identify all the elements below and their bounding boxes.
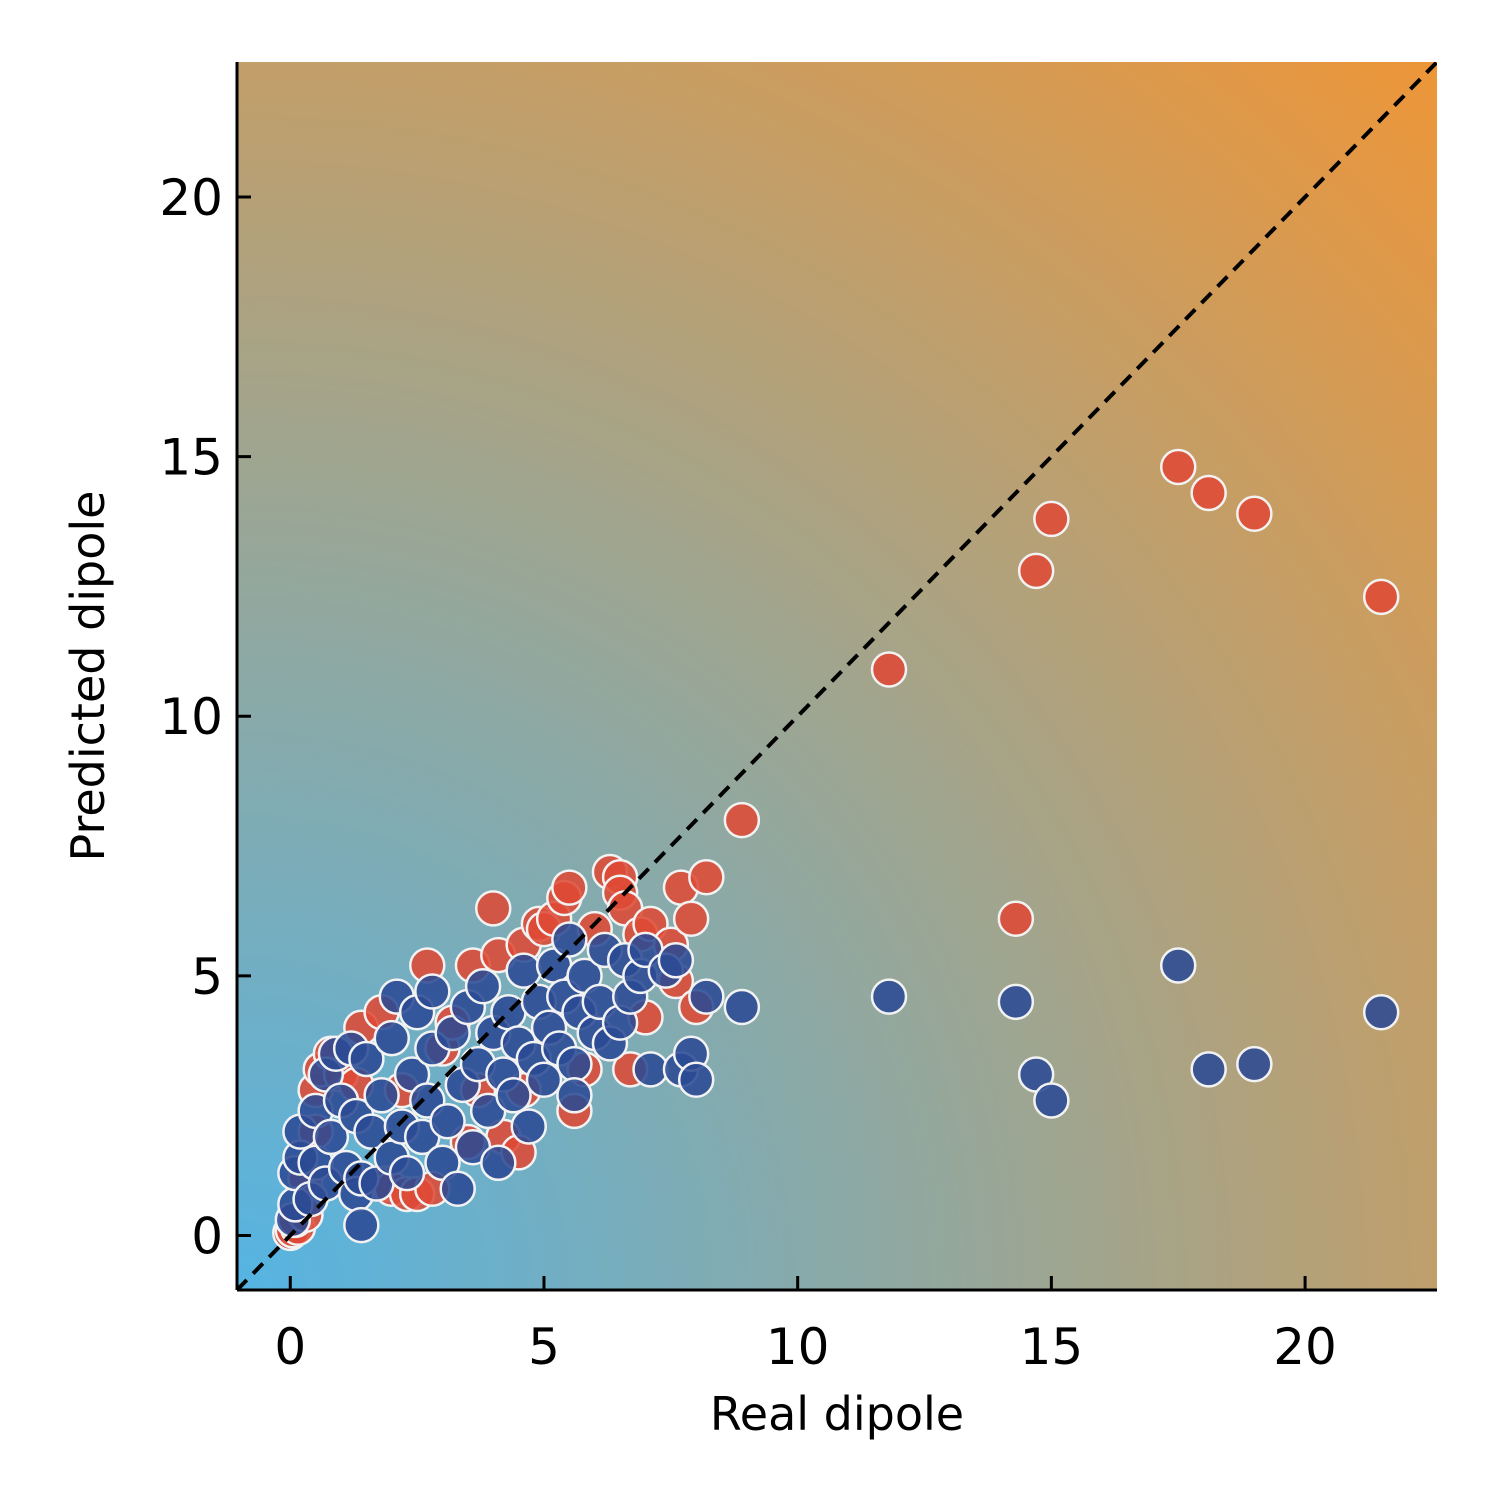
y-axis-label: Predicted dipole bbox=[61, 491, 115, 862]
data-point bbox=[997, 900, 1035, 937]
data-point bbox=[677, 1061, 715, 1098]
x-ticks: 0 5 10 15 20 bbox=[274, 1276, 1337, 1376]
data-point bbox=[1033, 1082, 1070, 1119]
data-point bbox=[505, 952, 542, 989]
data-point bbox=[870, 651, 908, 688]
data-point bbox=[688, 858, 725, 896]
data-point bbox=[429, 1102, 466, 1140]
x-tick-label: 10 bbox=[766, 1318, 830, 1376]
x-axis-label: Real dipole bbox=[710, 1387, 964, 1441]
points-layer bbox=[272, 448, 1400, 1252]
data-point bbox=[464, 967, 502, 1005]
series-1 bbox=[274, 921, 1400, 1244]
data-point bbox=[1190, 474, 1227, 512]
data-point bbox=[363, 1077, 400, 1114]
data-point bbox=[1159, 947, 1197, 984]
data-point bbox=[723, 988, 761, 1026]
data-point bbox=[373, 1019, 411, 1057]
data-point bbox=[632, 1051, 669, 1088]
data-point bbox=[439, 1170, 476, 1207]
data-point bbox=[474, 890, 512, 927]
data-point bbox=[997, 983, 1035, 1021]
data-point bbox=[556, 1077, 593, 1114]
y-tick-label: 0 bbox=[191, 1207, 223, 1265]
data-point bbox=[495, 1077, 532, 1114]
y-tick-label: 10 bbox=[159, 688, 223, 746]
data-point bbox=[551, 869, 588, 906]
data-point bbox=[510, 1108, 548, 1145]
x-tick-label: 20 bbox=[1273, 1318, 1337, 1376]
data-point bbox=[1159, 448, 1197, 486]
x-tick-label: 0 bbox=[274, 1318, 306, 1376]
data-point bbox=[723, 801, 761, 839]
data-point bbox=[388, 1154, 426, 1192]
data-point bbox=[343, 1206, 380, 1244]
data-point bbox=[556, 1045, 593, 1083]
reference-line bbox=[237, 62, 1437, 1290]
data-point bbox=[551, 921, 588, 958]
data-point bbox=[1017, 552, 1055, 590]
y-tick-label: 5 bbox=[191, 948, 223, 1006]
data-point bbox=[1033, 500, 1070, 538]
y-tick-label: 20 bbox=[159, 169, 223, 227]
data-point bbox=[1362, 578, 1400, 616]
data-point bbox=[414, 973, 451, 1010]
data-point bbox=[657, 942, 695, 979]
data-point bbox=[672, 900, 710, 937]
data-point bbox=[1236, 495, 1273, 532]
data-point bbox=[688, 978, 725, 1015]
data-point bbox=[1236, 1045, 1273, 1083]
y-ticks: 0 5 10 15 20 bbox=[159, 169, 251, 1265]
data-point bbox=[525, 1061, 563, 1098]
data-point bbox=[870, 978, 908, 1015]
data-point bbox=[480, 1144, 517, 1182]
data-point bbox=[312, 1118, 350, 1156]
x-tick-label: 5 bbox=[528, 1318, 560, 1376]
y-tick-label: 15 bbox=[159, 429, 223, 487]
data-point bbox=[1362, 993, 1400, 1031]
data-point bbox=[1190, 1051, 1227, 1088]
x-tick-label: 15 bbox=[1020, 1318, 1084, 1376]
data-point bbox=[348, 1040, 385, 1078]
